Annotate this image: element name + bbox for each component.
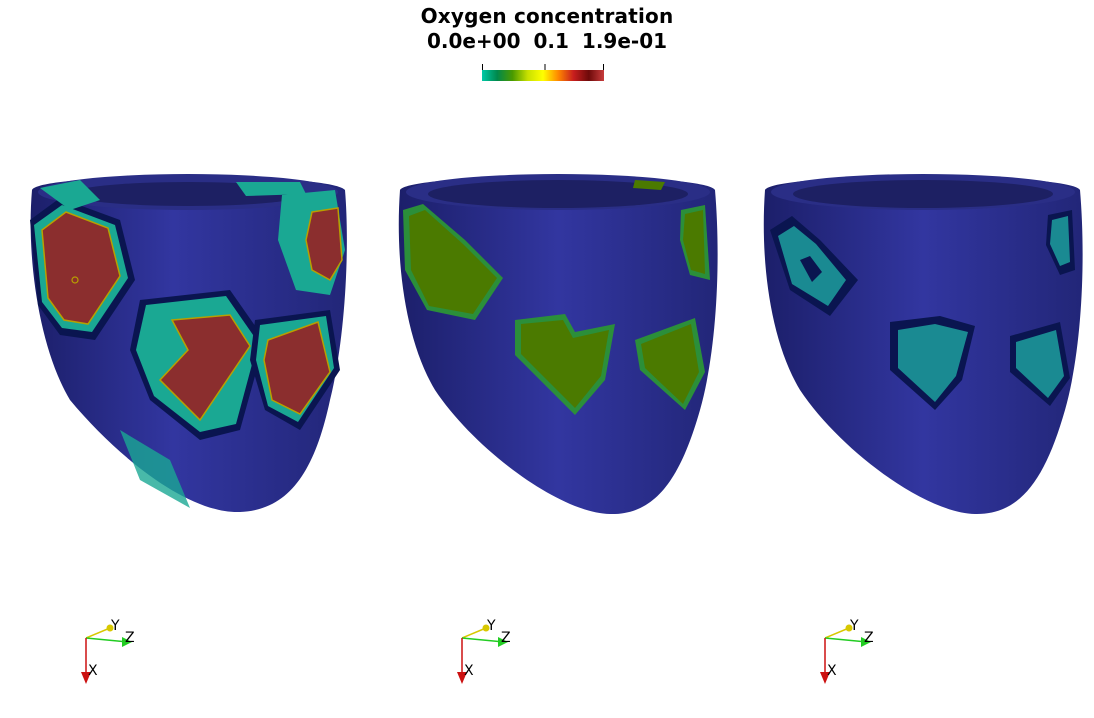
render-viewport-2[interactable] xyxy=(365,110,729,710)
x-axis-label: X xyxy=(464,663,474,679)
y-axis-label: Y xyxy=(110,618,120,634)
z-axis-arrow xyxy=(861,637,871,647)
oxygen-patch-group xyxy=(30,180,345,508)
y-axis-line xyxy=(85,627,111,639)
y-axis-tip xyxy=(106,624,114,632)
x-axis-arrow xyxy=(820,672,830,684)
z-axis-label: Z xyxy=(125,630,135,646)
z-axis-label: Z xyxy=(501,630,511,646)
x-axis-arrow xyxy=(81,672,91,684)
x-axis-label: X xyxy=(88,663,98,679)
heart-model-3 xyxy=(763,174,1083,515)
z-axis-arrow xyxy=(498,637,508,647)
y-axis-label: Y xyxy=(486,618,496,634)
z-axis-line xyxy=(824,637,868,643)
orientation-axes-3: Y Z X xyxy=(820,618,874,684)
heart-model-2 xyxy=(398,174,718,515)
render-viewport-1[interactable] xyxy=(0,110,364,710)
x-axis-label: X xyxy=(827,663,837,679)
z-axis-line xyxy=(85,637,129,643)
z-axis-arrow xyxy=(122,637,132,647)
oxygen-patch-group xyxy=(403,180,710,415)
x-axis-arrow xyxy=(457,672,467,684)
z-axis-line xyxy=(461,637,505,643)
tick-min-label: 0.0e+00 xyxy=(426,29,521,53)
oxygen-patch-group xyxy=(770,210,1075,410)
scalar-bar-tick-labels: 0.0e+00 0.1 1.9e-01 xyxy=(0,29,1094,53)
scalar-bar-gradient xyxy=(482,64,604,81)
y-axis-tip xyxy=(482,624,490,632)
y-axis-line xyxy=(824,627,850,639)
y-axis-label: Y xyxy=(849,618,859,634)
y-axis-tip xyxy=(845,624,853,632)
tick-max-label: 1.9e-01 xyxy=(581,29,668,53)
y-axis-line xyxy=(461,627,487,639)
scalar-bar: Oxygen concentration 0.0e+00 0.1 1.9e-01 xyxy=(0,0,1094,90)
orientation-axes-2: Y Z X xyxy=(457,618,511,684)
orientation-axes-1: Y Z X xyxy=(81,618,135,684)
render-viewport-3[interactable] xyxy=(730,110,1094,710)
heart-model-1 xyxy=(30,174,347,513)
z-axis-label: Z xyxy=(864,630,874,646)
tick-mid-label: 0.1 xyxy=(533,29,569,53)
scalar-bar-title: Oxygen concentration xyxy=(420,4,674,28)
